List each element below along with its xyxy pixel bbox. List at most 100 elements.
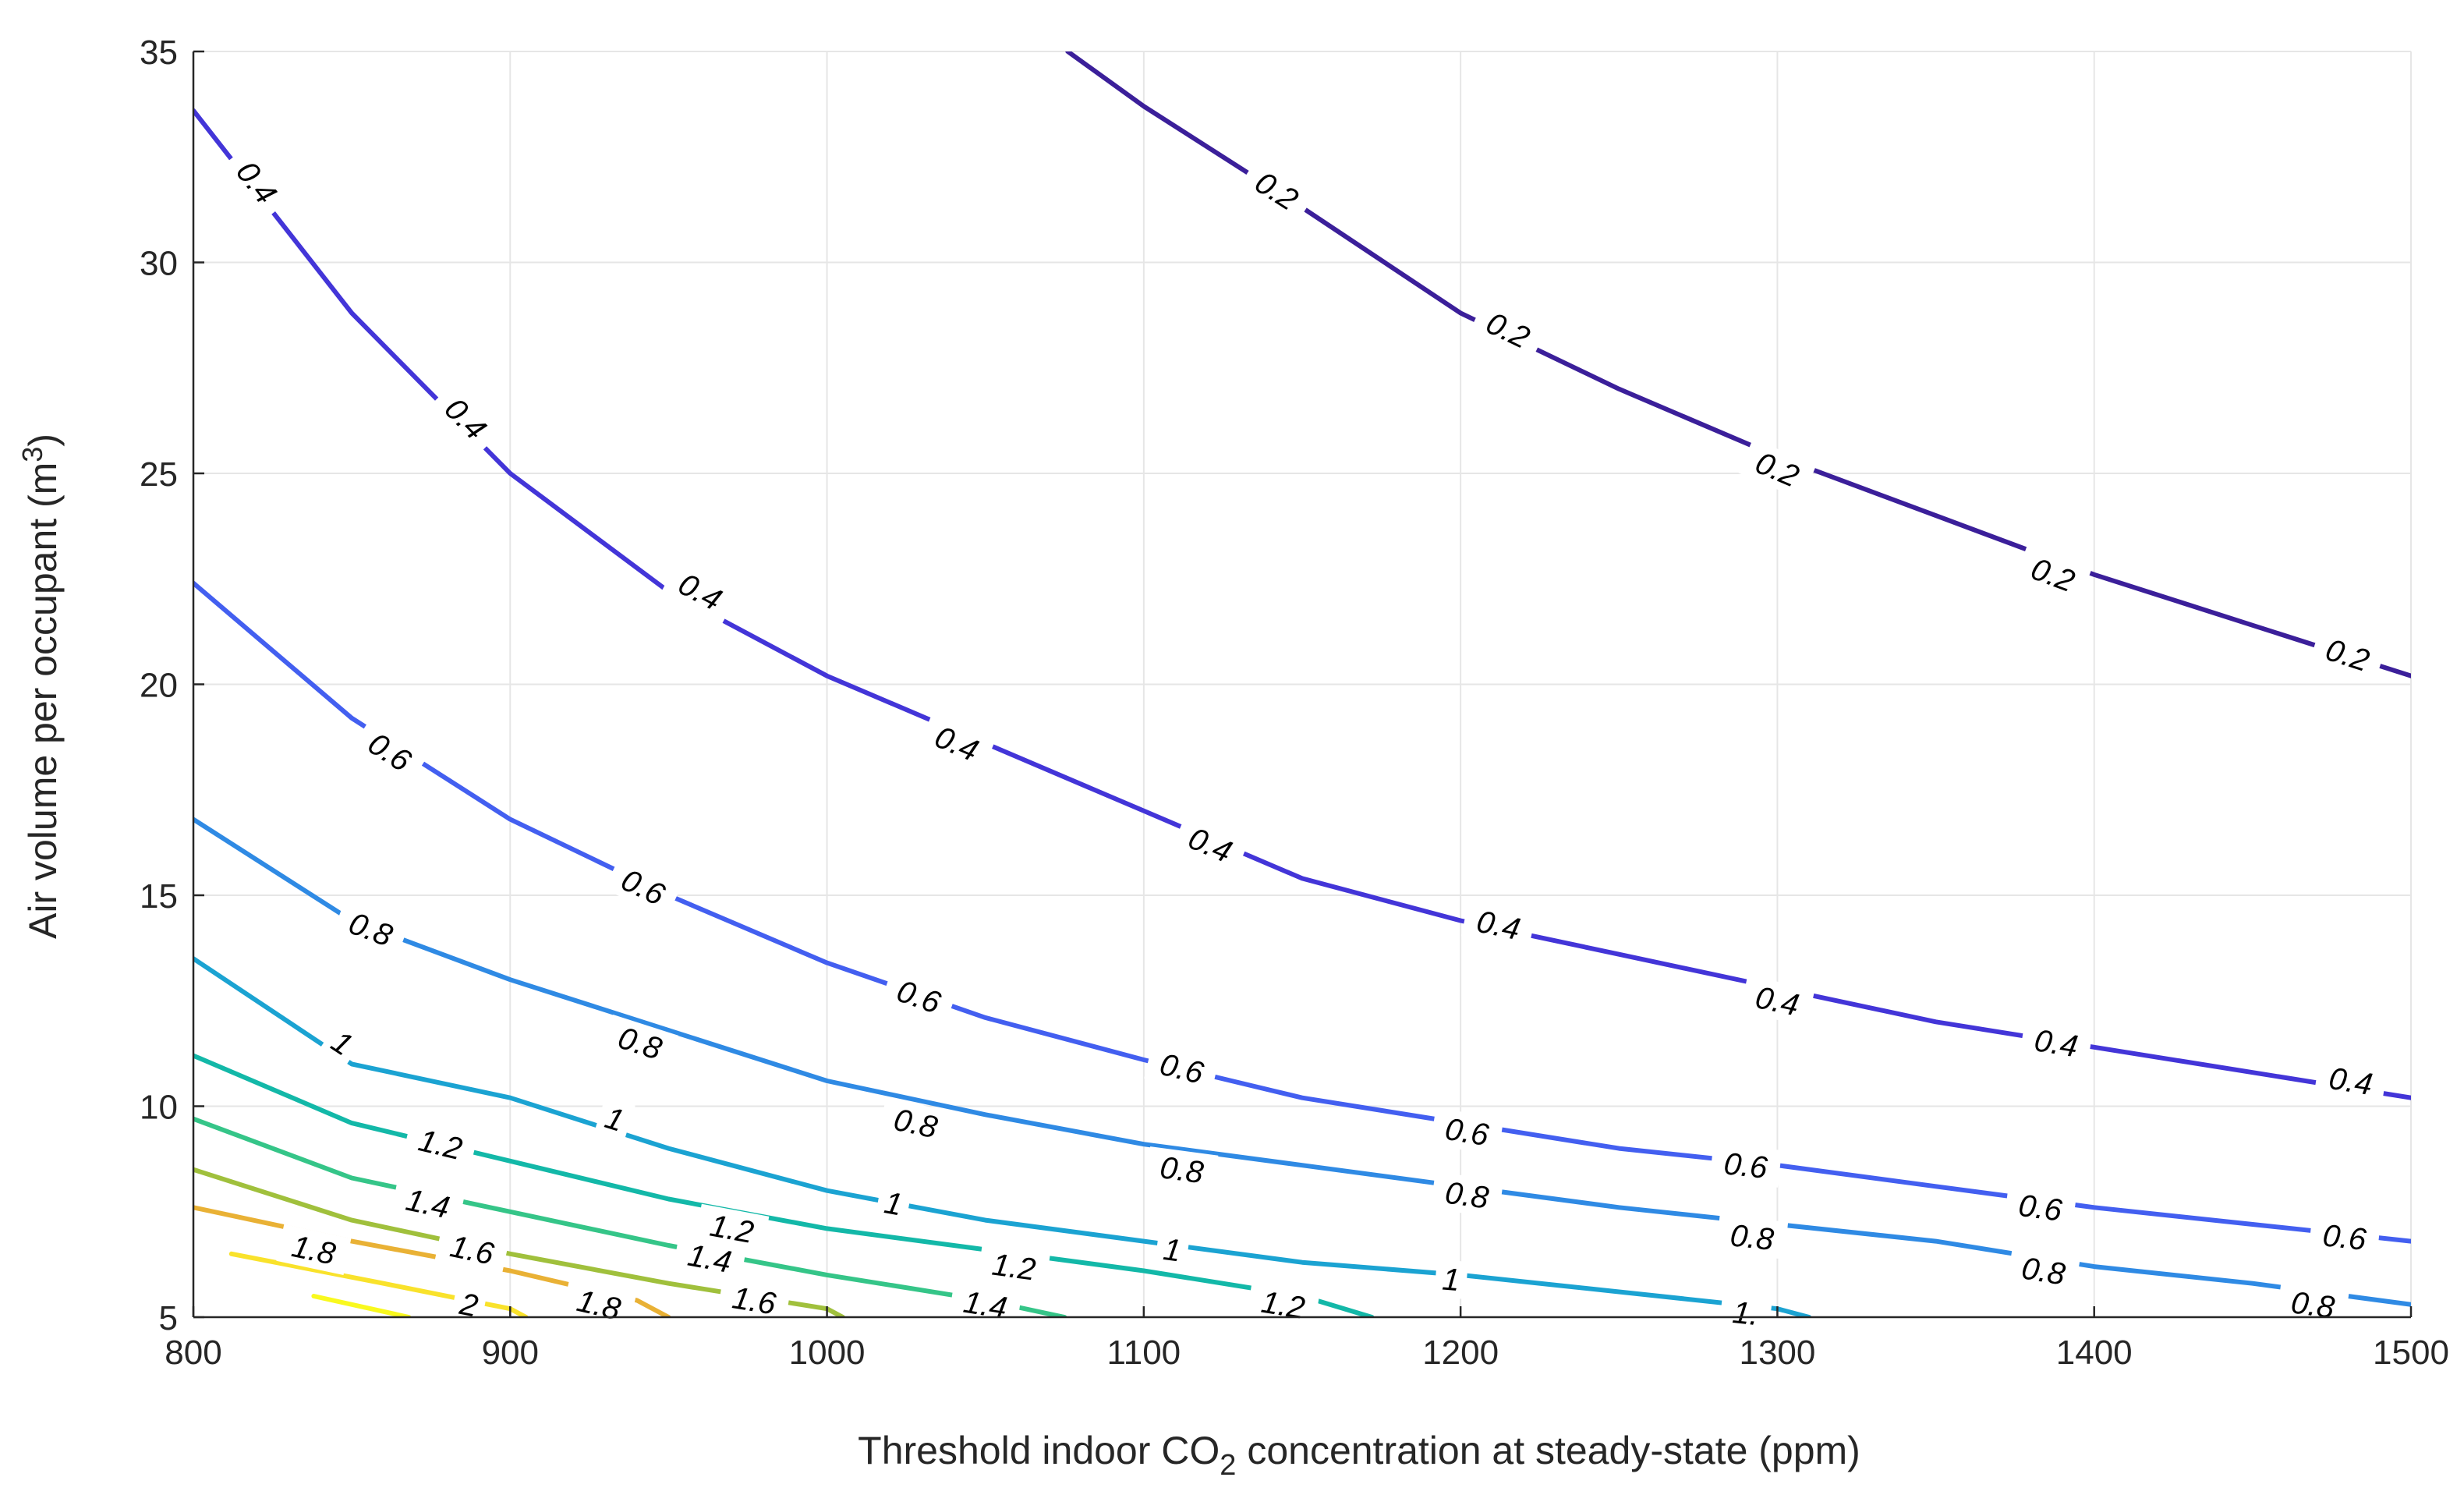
contour-label-knockout: [402, 1118, 479, 1171]
contour-label-group: 1.6: [717, 1276, 791, 1325]
contour-label-group: 0.6: [2308, 1214, 2381, 1259]
contour-label-group: 1.4: [390, 1178, 466, 1229]
y-tick-label: 20: [140, 667, 178, 705]
contour-labels: 0.20.20.20.20.20.40.40.40.40.40.40.40.40…: [221, 143, 2388, 1334]
contour-label-group: 1: [1154, 1228, 1191, 1270]
x-tick-label: 1000: [789, 1334, 866, 1372]
contour-label-knockout: [1145, 1146, 1219, 1193]
contour-label: 0.6: [1722, 1146, 1770, 1185]
contour-label-group: 1.4: [672, 1233, 747, 1283]
contour-label-knockout: [331, 899, 410, 959]
y-tick-label: 35: [140, 34, 178, 72]
contour-label-group: 0.8: [1430, 1171, 1504, 1218]
contour-label-group: 0.6: [1430, 1107, 1504, 1156]
x-tick-label: 1500: [2373, 1334, 2449, 1372]
contour-label-knockout: [874, 1181, 912, 1225]
contour-label-knockout: [221, 143, 293, 221]
contour-label: 0.8: [2289, 1285, 2337, 1325]
contour-label-knockout: [2003, 1184, 2077, 1231]
contour-label-group: 1.: [1719, 1291, 1773, 1334]
contour-label-group: 0.6: [2003, 1184, 2077, 1231]
x-tick-label: 1300: [1739, 1334, 1815, 1372]
contour-label: 1.2: [990, 1248, 1038, 1288]
contour-label-knockout: [350, 717, 429, 787]
contour-label-group: 1: [874, 1181, 912, 1225]
contour-label: 1.6: [730, 1281, 779, 1321]
contour-label: 1.2: [1259, 1285, 1308, 1326]
contour-label-knockout: [1460, 899, 1536, 951]
contour-line-0-2: [1065, 51, 2411, 678]
x-tick-label: 1100: [1107, 1334, 1181, 1372]
x-tick-label: 1200: [1422, 1334, 1499, 1372]
contour-label-group: 0.8: [1145, 1146, 1219, 1193]
contour-label-group: 0.8: [1715, 1214, 1789, 1259]
contour-label-group: 1.6: [434, 1224, 510, 1276]
contour-label-knockout: [319, 1018, 366, 1068]
contour-label-knockout: [2308, 1214, 2381, 1259]
x-axis-title: Threshold indoor CO2 concentration at st…: [858, 1429, 1860, 1482]
contour-label-knockout: [1237, 156, 1316, 225]
y-tick-label: 10: [140, 1089, 178, 1127]
contour-label-knockout: [434, 1224, 510, 1276]
contour-line-1-2: [193, 1053, 1375, 1317]
y-axis-title-prefix: Air volume per occupant (m: [21, 462, 65, 939]
contour-label-knockout: [1738, 438, 1817, 500]
contour-label-knockout: [450, 1283, 488, 1327]
contour-label-knockout: [1434, 1259, 1468, 1299]
contour-label: 0.6: [1443, 1112, 1492, 1153]
contour-label: 0.4: [2327, 1061, 2375, 1102]
x-axis-title-prefix: Threshold indoor CO: [858, 1429, 1220, 1472]
contour-label-group: 0.4: [1460, 899, 1536, 951]
contour-label-knockout: [1154, 1228, 1191, 1270]
contour-line-1: [193, 956, 1812, 1317]
contour-label-group: 0.8: [878, 1097, 954, 1149]
contour-line-2: [228, 1251, 529, 1317]
contour-label: 0.6: [2016, 1188, 2065, 1228]
contour-label: 0.8: [1729, 1218, 1776, 1257]
contour-label-knockout: [1740, 975, 1815, 1026]
axes: [192, 50, 2413, 1319]
contour-label-group: 1.2: [402, 1118, 479, 1171]
contour-label-knockout: [2019, 1018, 2094, 1067]
contour-label-group: 1: [1434, 1259, 1468, 1299]
contour-label-knockout: [1709, 1142, 1783, 1188]
contour-label-group: 1: [594, 1096, 635, 1142]
contour-label-knockout: [1430, 1171, 1504, 1218]
contour-label-group: 0.4: [2314, 1057, 2388, 1105]
y-tick-label: 5: [159, 1299, 178, 1337]
contour-label: 0.6: [2321, 1218, 2369, 1257]
contour-label: 1: [1441, 1262, 1461, 1298]
contour-label-knockout: [977, 1243, 1051, 1290]
y-axis-title: Air volume per occupant (m3): [16, 434, 65, 939]
contour-label-knockout: [1144, 1042, 1220, 1095]
contour-label: 0.8: [1158, 1150, 1206, 1190]
contour-label-knockout: [2014, 544, 2092, 604]
contour-label-knockout: [2276, 1281, 2349, 1328]
contour-label-knockout: [1171, 813, 1250, 876]
contour-label-knockout: [276, 1224, 352, 1276]
contour-label-knockout: [428, 381, 504, 456]
contour-label: 1.4: [685, 1238, 735, 1280]
x-axis-title-suffix: concentration at steady-state (ppm): [1236, 1429, 1860, 1472]
contour-label-knockout: [672, 1233, 747, 1283]
contour-label-knockout: [2309, 626, 2386, 683]
contour-label-knockout: [918, 712, 996, 774]
contour-label-knockout: [878, 1097, 954, 1149]
y-tick-label: 25: [140, 455, 178, 494]
contour-label-group: 0.8: [2276, 1281, 2349, 1328]
contour-label-knockout: [2314, 1057, 2388, 1105]
y-tick-label: 30: [140, 245, 178, 283]
contour-label-knockout: [1430, 1107, 1504, 1156]
tick-labels: 800 900 1000 1100 1200 1300 1400 1500 5 10 15 20 25 3…: [140, 34, 2449, 1372]
x-tick-label: 1400: [2056, 1334, 2133, 1372]
contour-label-group: 0.4: [1740, 975, 1815, 1026]
y-axis-title-suffix: ): [21, 434, 65, 447]
contour-label-group: 1.8: [276, 1224, 352, 1276]
contour-label-knockout: [604, 855, 682, 919]
contour-label-knockout: [601, 1015, 679, 1072]
contour-line-2-2: [311, 1294, 412, 1317]
contour-label-knockout: [2006, 1246, 2080, 1295]
x-tick-label: 800: [165, 1334, 221, 1372]
